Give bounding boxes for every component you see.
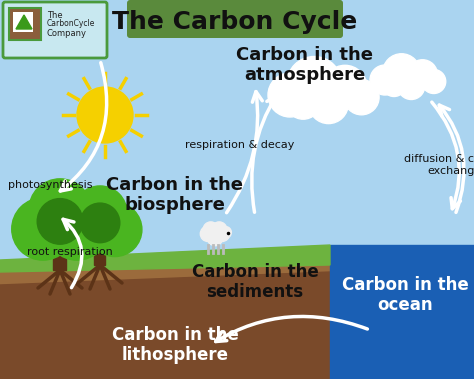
Circle shape xyxy=(309,84,348,124)
Circle shape xyxy=(408,60,438,90)
Polygon shape xyxy=(0,272,330,379)
Text: Carbon in the
lithosphere: Carbon in the lithosphere xyxy=(111,326,238,364)
Text: respiration & decay: respiration & decay xyxy=(185,140,295,150)
Bar xyxy=(13,12,33,32)
Circle shape xyxy=(58,202,112,257)
Polygon shape xyxy=(0,250,330,290)
FancyArrowPatch shape xyxy=(216,316,367,341)
Text: root respiration: root respiration xyxy=(27,247,113,257)
Circle shape xyxy=(219,227,231,238)
Text: CarbonCycle: CarbonCycle xyxy=(47,19,95,28)
FancyArrowPatch shape xyxy=(60,63,107,191)
Circle shape xyxy=(207,230,223,246)
Text: Company: Company xyxy=(47,28,87,38)
Circle shape xyxy=(207,223,223,239)
Polygon shape xyxy=(330,245,474,379)
Text: photosynthesis: photosynthesis xyxy=(8,180,92,190)
Circle shape xyxy=(73,186,127,240)
Circle shape xyxy=(268,73,312,117)
FancyArrowPatch shape xyxy=(63,219,82,288)
Circle shape xyxy=(12,198,74,260)
Text: Carbon in the
sediments: Carbon in the sediments xyxy=(191,263,319,301)
Circle shape xyxy=(383,54,420,91)
Circle shape xyxy=(323,65,367,109)
Circle shape xyxy=(80,203,120,243)
Text: Carbon in the
atmosphere: Carbon in the atmosphere xyxy=(237,45,374,85)
FancyBboxPatch shape xyxy=(127,0,343,38)
Circle shape xyxy=(201,226,216,241)
Circle shape xyxy=(398,72,425,100)
Circle shape xyxy=(286,84,321,119)
Circle shape xyxy=(211,222,227,237)
FancyArrowPatch shape xyxy=(252,96,276,212)
Circle shape xyxy=(287,56,342,111)
FancyArrowPatch shape xyxy=(227,92,262,213)
Polygon shape xyxy=(16,15,32,29)
Text: diffusion & carbon
exchange: diffusion & carbon exchange xyxy=(404,154,474,176)
Bar xyxy=(94,213,106,265)
Text: The Carbon Cycle: The Carbon Cycle xyxy=(112,10,357,34)
FancyArrowPatch shape xyxy=(439,105,464,212)
FancyBboxPatch shape xyxy=(3,2,107,58)
Circle shape xyxy=(344,80,379,115)
Text: Carbon in the
biosphere: Carbon in the biosphere xyxy=(107,175,244,215)
Circle shape xyxy=(88,202,142,257)
Circle shape xyxy=(214,226,230,241)
Text: The: The xyxy=(47,11,63,19)
Circle shape xyxy=(422,69,446,94)
Bar xyxy=(54,210,66,270)
FancyArrowPatch shape xyxy=(432,102,460,209)
Polygon shape xyxy=(0,245,330,272)
Text: Carbon in the
ocean: Carbon in the ocean xyxy=(342,276,468,315)
Circle shape xyxy=(203,222,219,237)
Circle shape xyxy=(37,199,83,244)
Circle shape xyxy=(77,87,133,143)
Circle shape xyxy=(382,72,406,97)
Circle shape xyxy=(29,179,91,241)
Circle shape xyxy=(46,198,108,260)
Bar xyxy=(9,8,41,40)
Circle shape xyxy=(370,65,400,95)
